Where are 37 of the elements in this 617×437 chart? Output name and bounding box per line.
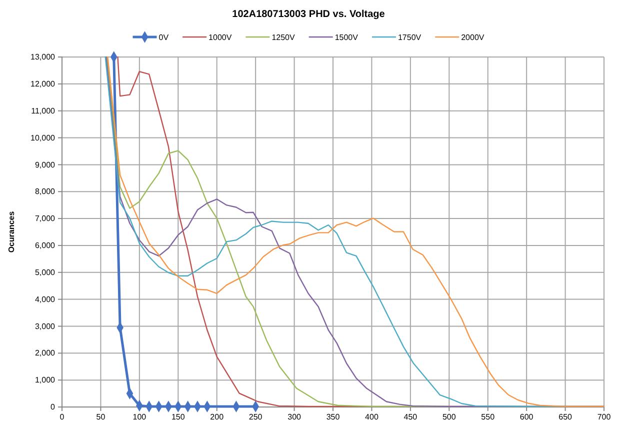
y-axis-title: Ocurances bbox=[7, 210, 16, 253]
y-tick-label: 10,000 bbox=[30, 133, 56, 142]
x-tick-label: 0 bbox=[60, 412, 65, 422]
legend-label: 2000V bbox=[461, 33, 485, 42]
x-tick-label: 450 bbox=[404, 412, 418, 422]
y-tick-label: 9,000 bbox=[34, 160, 56, 170]
y-tick-label: 8,000 bbox=[34, 187, 56, 196]
x-tick-label: 400 bbox=[365, 412, 379, 422]
y-tick-label: 13,000 bbox=[30, 52, 56, 62]
x-tick-label: 100 bbox=[132, 412, 147, 422]
x-tick-label: 600 bbox=[520, 412, 534, 422]
x-tick-label: 350 bbox=[326, 412, 340, 422]
chart-title: 102A180713003 PHD vs. Voltage bbox=[232, 9, 386, 20]
legend-label: 1250V bbox=[272, 33, 296, 42]
y-tick-label: 6,000 bbox=[34, 241, 56, 250]
y-tick-label: 5,000 bbox=[34, 268, 56, 277]
legend-label: 1000V bbox=[208, 33, 232, 42]
x-tick-label: 650 bbox=[558, 412, 573, 422]
x-tick-label: 250 bbox=[248, 412, 263, 422]
x-tick-label: 200 bbox=[210, 412, 224, 422]
y-tick-label: 11,000 bbox=[31, 106, 56, 116]
x-tick-label: 150 bbox=[171, 412, 186, 422]
x-tick-label: 300 bbox=[288, 412, 302, 422]
y-tick-label: 2,000 bbox=[34, 348, 56, 358]
y-tick-label: 4,000 bbox=[34, 294, 56, 304]
x-tick-label: 500 bbox=[442, 412, 456, 422]
y-tick-label: 0 bbox=[50, 402, 56, 412]
legend-label: 1500V bbox=[334, 33, 359, 42]
x-tick-label: 50 bbox=[96, 412, 106, 422]
legend-label: 0V bbox=[158, 33, 170, 42]
x-tick-label: 700 bbox=[597, 412, 612, 422]
y-tick-label: 7,000 bbox=[34, 214, 56, 224]
y-tick-label: 1,000 bbox=[34, 376, 56, 385]
legend-label: 1750V bbox=[398, 33, 422, 42]
y-tick-label: 12,000 bbox=[30, 79, 56, 88]
x-tick-label: 550 bbox=[481, 412, 496, 422]
y-tick-label: 3,000 bbox=[34, 322, 56, 331]
